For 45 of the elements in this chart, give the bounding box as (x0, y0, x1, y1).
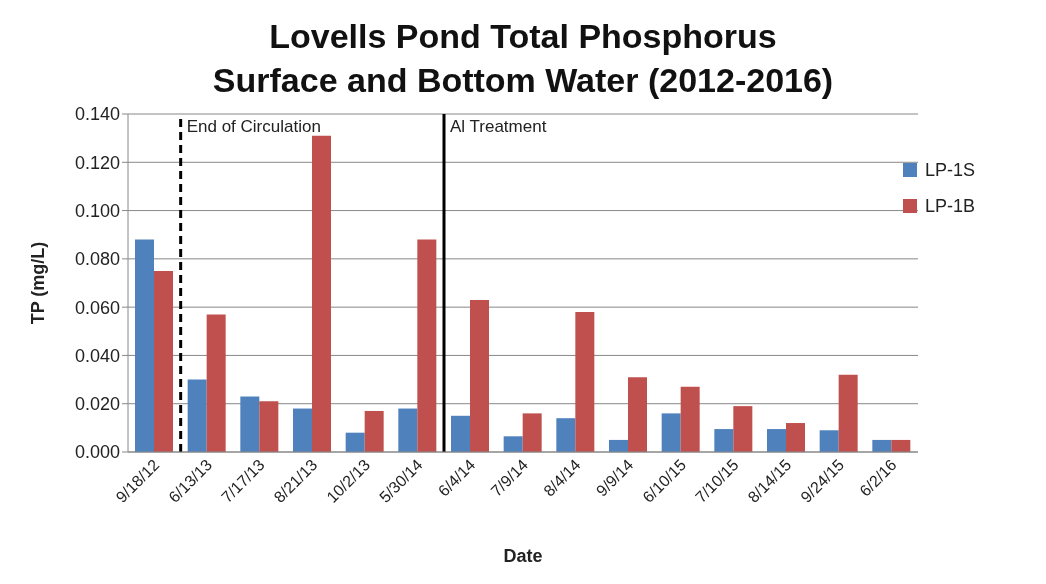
bar (661, 413, 681, 452)
y-tick-label: 0.020 (74, 394, 120, 415)
y-tick-label: 0.080 (74, 249, 120, 270)
y-tick-label: 0.000 (74, 442, 120, 463)
bar (767, 429, 786, 452)
bar (819, 430, 839, 452)
bar (312, 135, 331, 452)
bar (470, 299, 489, 452)
bar (575, 311, 595, 452)
bar (838, 374, 858, 452)
bar (154, 270, 173, 452)
bar (451, 415, 470, 452)
bar (628, 377, 647, 452)
y-tick-label: 0.060 (74, 297, 120, 318)
bar (206, 314, 226, 452)
bar (522, 413, 542, 452)
bar (872, 439, 892, 452)
bar (240, 396, 260, 452)
bar (259, 401, 279, 452)
legend-label: LP-1B (925, 195, 976, 217)
bar (714, 429, 734, 452)
y-tick-label: 0.100 (74, 200, 120, 221)
bar (345, 432, 365, 452)
bar (680, 386, 700, 452)
bar (135, 239, 154, 452)
bar (187, 379, 207, 452)
bar (733, 406, 753, 452)
ref-line-label: End of Circulation (186, 117, 321, 137)
bar (364, 410, 384, 452)
legend-label: LP-1S (925, 159, 976, 181)
ref-line-label: Al Treatment (450, 117, 547, 137)
bar (786, 423, 805, 452)
y-tick-label: 0.040 (74, 345, 120, 366)
chart-title: Lovells Pond Total Phosphorus Surface and Bottom Water (2012-2016) (211, 16, 835, 101)
y-tick-label: 0.120 (74, 152, 120, 173)
bar (556, 418, 576, 452)
bar (609, 439, 628, 452)
bar (417, 239, 437, 452)
x-axis-title: Date (503, 546, 543, 566)
y-tick-label: 0.140 (74, 104, 120, 125)
bar (398, 408, 418, 452)
bar (891, 439, 911, 452)
bar (293, 408, 312, 452)
bar (503, 436, 523, 452)
y-axis-title: TP (mg/L) (28, 241, 49, 325)
